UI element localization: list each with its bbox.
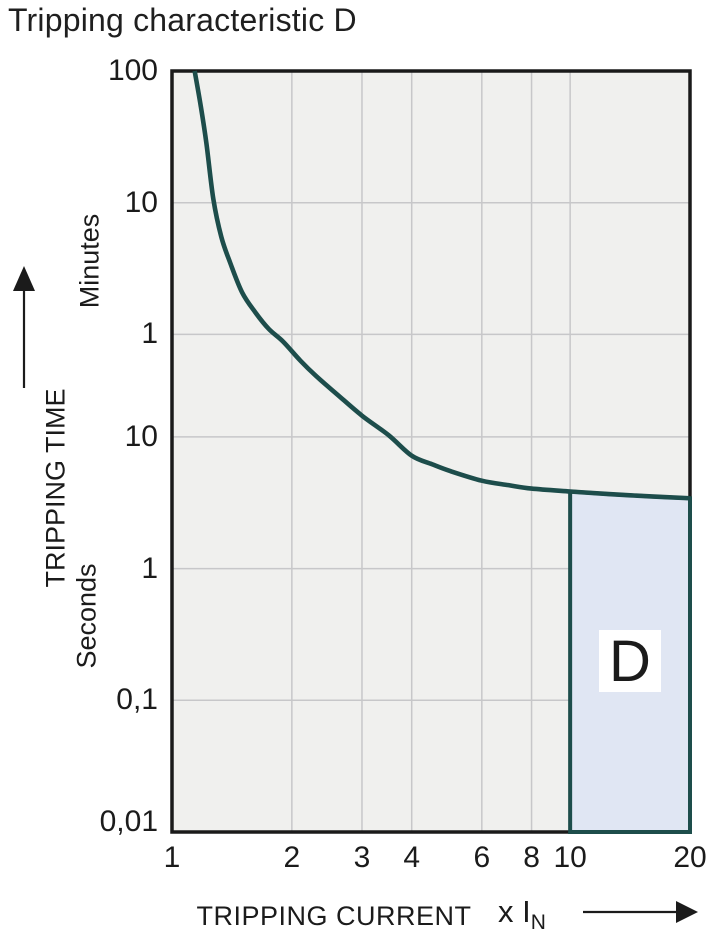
y-tick-label: 1 xyxy=(141,317,158,351)
y-tick-label: 100 xyxy=(107,54,158,87)
x-tick-label: 1 xyxy=(163,841,181,874)
region-d-label: D xyxy=(609,628,651,694)
x-tick-label: 4 xyxy=(403,841,421,874)
x-axis-tick-labels: 1 2 3 4 6 8 10 20 xyxy=(0,842,720,876)
x-tick-label: 20 xyxy=(673,841,707,874)
tripping-curve xyxy=(192,70,691,501)
x-axis-arrow-icon xyxy=(583,901,698,923)
y-tick-label: 10 xyxy=(124,185,158,219)
y-tick-label: 0,01 xyxy=(99,805,158,838)
y-tick-label: 0,1 xyxy=(116,683,158,717)
x-axis-unit: x IN xyxy=(498,894,546,933)
region-d-label-box: D xyxy=(599,628,661,694)
x-axis-unit-symbol: x I xyxy=(498,894,531,929)
y-tick-label: 10 xyxy=(124,419,158,453)
chart-title: Tripping characteristic D xyxy=(8,2,357,38)
y-axis-arrow-icon xyxy=(13,266,35,388)
x-tick-label: 6 xyxy=(473,841,491,874)
x-axis-unit-subscript: N xyxy=(530,911,546,935)
x-axis-label: TRIPPING CURRENT xyxy=(196,901,472,931)
y-tick-label: 1 xyxy=(141,551,158,585)
plot-frame xyxy=(170,69,692,834)
y-axis-tick-labels: 100 10 1 10 1 0,1 0,01 xyxy=(0,0,160,943)
x-tick-label: 8 xyxy=(523,841,540,874)
x-tick-label: 2 xyxy=(283,841,301,874)
x-tick-label: 10 xyxy=(553,841,587,874)
x-tick-label: 3 xyxy=(353,841,371,874)
